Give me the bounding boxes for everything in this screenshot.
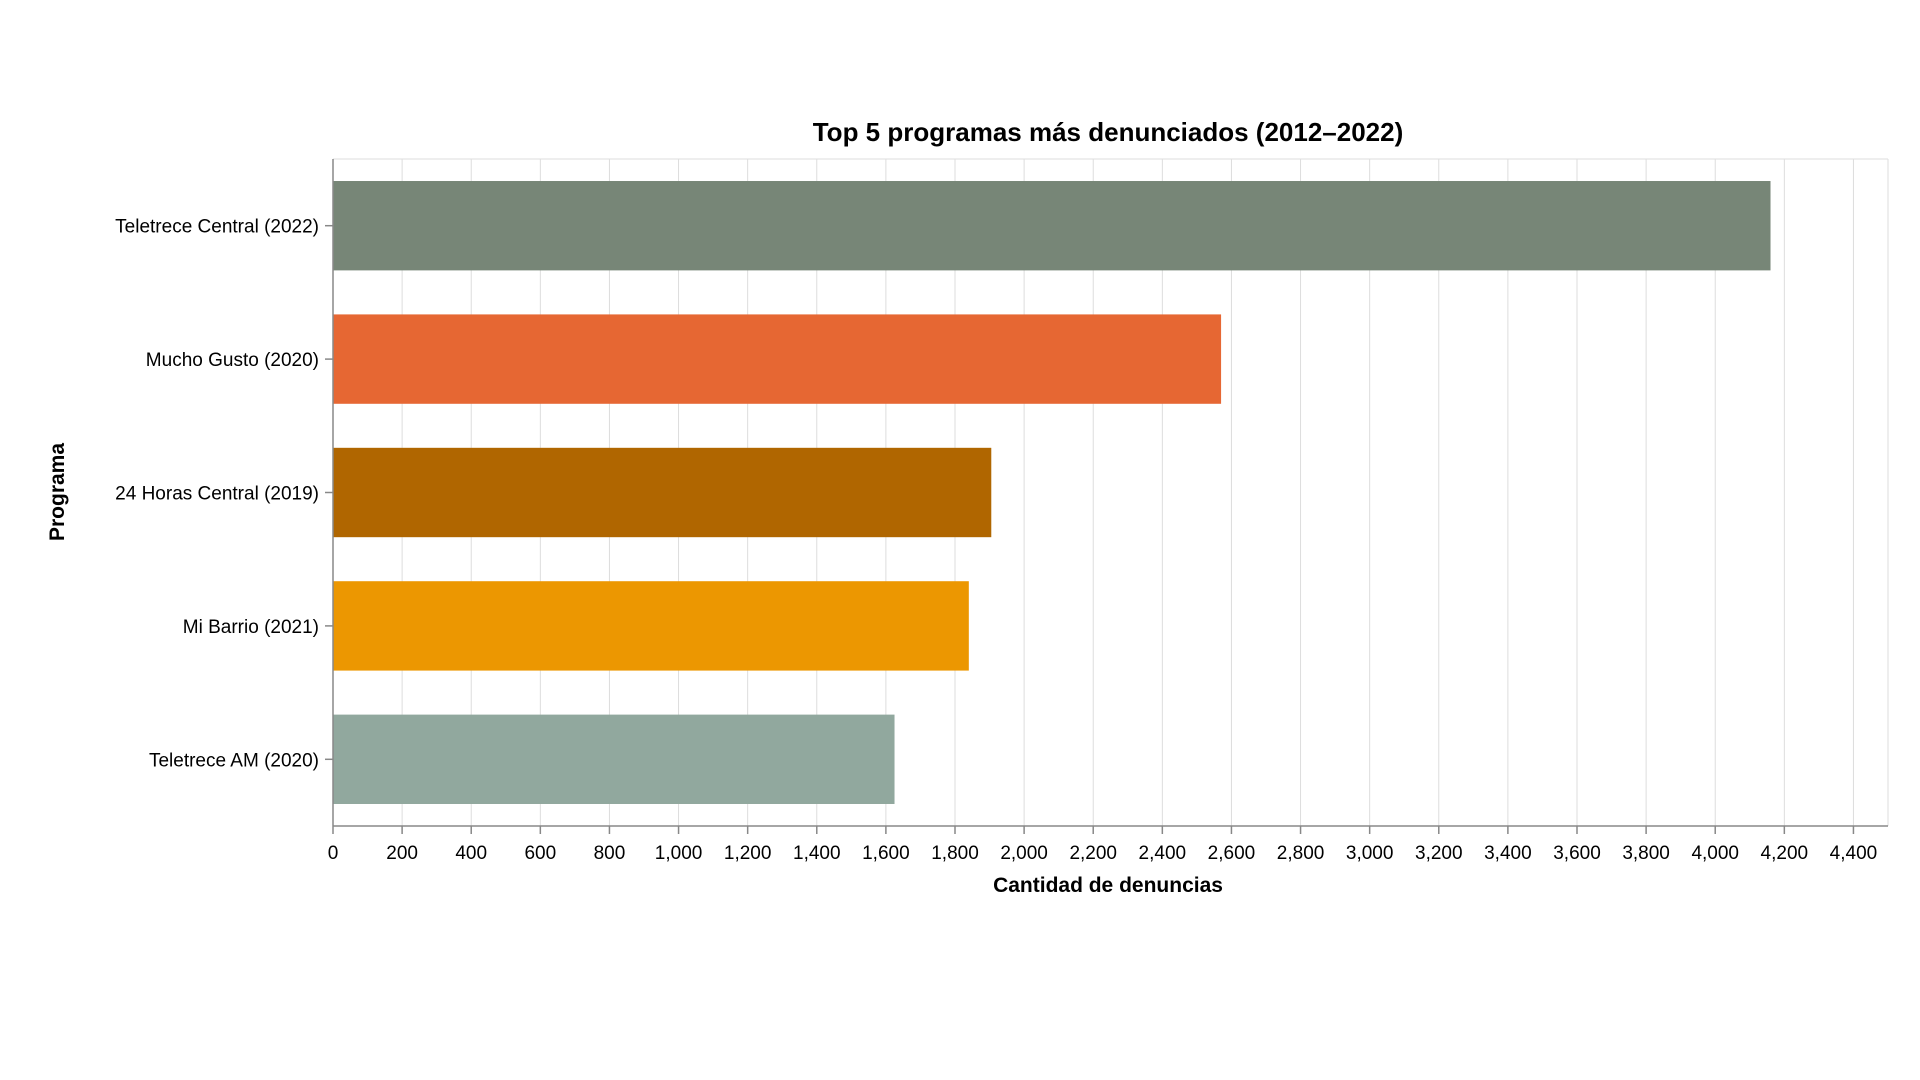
x-tick-label: 3,600	[1553, 843, 1601, 864]
y-tick-label: 24 Horas Central (2019)	[115, 484, 319, 505]
x-tick-label: 2,600	[1208, 843, 1256, 864]
x-tick-label: 1,000	[655, 843, 703, 864]
bar	[333, 714, 895, 804]
x-tick-label: 2,200	[1069, 843, 1117, 864]
bar	[333, 581, 969, 671]
bar	[333, 314, 1222, 404]
x-tick-label: 3,000	[1346, 843, 1394, 864]
x-tick-label: 4,400	[1830, 843, 1878, 864]
x-tick-label: 2,800	[1277, 843, 1325, 864]
bar	[333, 181, 1771, 271]
x-tick-label: 3,200	[1415, 843, 1463, 864]
bars	[333, 181, 1771, 804]
y-tick-label: Mucho Gusto (2020)	[146, 350, 319, 371]
y-axis-ticks: Teletrece Central (2022) Mucho Gusto (202…	[115, 217, 333, 771]
y-tick-label: Teletrece Central (2022)	[115, 217, 319, 238]
x-tick-label: 3,400	[1484, 843, 1532, 864]
y-tick-label: Mi Barrio (2021)	[183, 617, 319, 638]
x-tick-label: 4,000	[1691, 843, 1739, 864]
x-tick-label: 200	[386, 843, 418, 864]
x-axis-ticks: 0 200 400 600 800 1,000 1,200 1,400 1,600 1,800 2,…	[328, 826, 1878, 864]
x-tick-label: 1,200	[724, 843, 772, 864]
x-tick-label: 1,600	[862, 843, 910, 864]
bar	[333, 447, 992, 538]
x-tick-label: 1,400	[793, 843, 841, 864]
x-tick-label: 0	[328, 843, 339, 864]
x-tick-label: 400	[455, 843, 487, 864]
x-tick-label: 3,800	[1622, 843, 1670, 864]
x-axis-title: Cantidad de denuncias	[993, 874, 1223, 897]
x-tick-label: 1,800	[931, 843, 979, 864]
x-tick-label: 600	[524, 843, 556, 864]
x-tick-label: 4,200	[1761, 843, 1809, 864]
x-tick-label: 2,400	[1139, 843, 1187, 864]
chart-title: Top 5 programas más denunciados (2012–20…	[813, 117, 1404, 147]
y-axis-title: Programa	[46, 443, 69, 541]
y-tick-label: Teletrece AM (2020)	[149, 750, 319, 771]
x-tick-label: 2,000	[1000, 843, 1048, 864]
x-tick-label: 800	[594, 843, 626, 864]
